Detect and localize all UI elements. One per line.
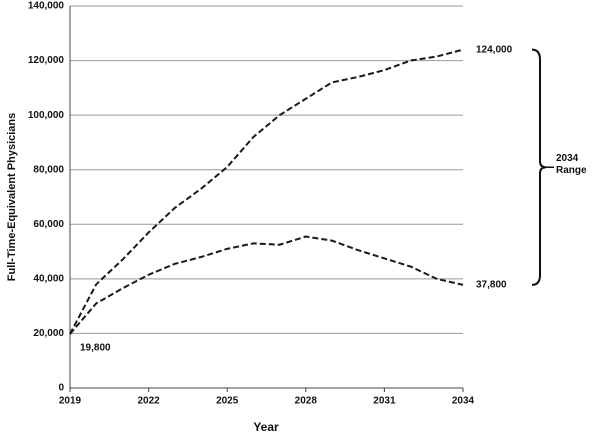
value-label: 19,800 (80, 343, 111, 354)
y-tick-label: 80,000 (33, 164, 64, 175)
y-axis-label: Full-Time-Equivalent Physicians (6, 113, 18, 282)
line (69, 235, 464, 335)
x-axis-label: Year (253, 420, 279, 434)
y-tick-label: 140,000 (28, 1, 65, 12)
value-label: 124,000 (476, 44, 513, 55)
bracket (531, 48, 547, 286)
y-tick-label: 0 (58, 383, 64, 394)
x-tick-label: 2022 (137, 396, 160, 407)
annotation: 2034 Range (556, 153, 587, 176)
x-tick-label: 2034 (452, 396, 475, 407)
y-tick-label: 120,000 (28, 55, 65, 66)
y-tick-label: 20,000 (33, 328, 64, 339)
value-label: 37,800 (476, 280, 507, 291)
y-tick-label: 60,000 (33, 219, 64, 230)
x-tick-label: 2019 (59, 396, 82, 407)
y-tick-label: 40,000 (33, 273, 64, 284)
x-tick-label: 2025 (216, 396, 239, 407)
y-tick-label: 100,000 (28, 110, 65, 121)
line (69, 48, 464, 335)
x-tick-label: 2028 (295, 396, 318, 407)
x-tick-label: 2031 (373, 396, 396, 407)
